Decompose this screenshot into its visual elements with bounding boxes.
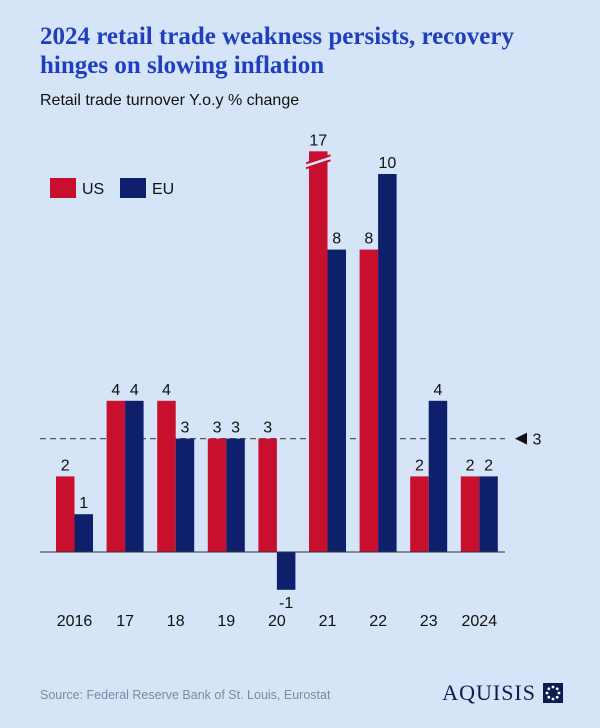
bar-us-17: [106, 400, 126, 552]
x-tick-label-19: 19: [217, 613, 235, 630]
data-label-eu-20: -1: [279, 595, 293, 612]
bar-us-19: [207, 438, 227, 552]
legend-swatch-us: [50, 178, 76, 198]
data-label-eu-2016: 1: [79, 495, 88, 512]
x-tick-label-22: 22: [369, 613, 387, 630]
source-note: Source: Federal Reserve Bank of St. Loui…: [40, 688, 331, 702]
legend-swatch-eu: [120, 178, 146, 198]
data-label-us-22: 8: [364, 231, 373, 248]
bar-eu-20: [276, 552, 296, 590]
x-tick-label-18: 18: [167, 613, 185, 630]
data-label-us-19: 3: [213, 420, 222, 437]
bar-us-22: [359, 249, 379, 552]
data-label-eu-18: 3: [180, 420, 189, 437]
data-label-eu-19: 3: [231, 420, 240, 437]
x-tick-label-23: 23: [420, 613, 438, 630]
bar-eu-21: [327, 249, 346, 552]
brand-name: AQUISIS: [442, 680, 536, 705]
data-label-us-2016: 2: [61, 457, 70, 474]
bar-us-2016: [56, 476, 75, 552]
bar-eu-18: [175, 438, 195, 552]
bar-eu-19: [226, 438, 245, 552]
legend-label-eu: EU: [152, 181, 174, 198]
data-label-eu-22: 10: [378, 155, 396, 172]
bar-eu-2016: [74, 514, 93, 552]
bar-break-mark: [305, 159, 331, 170]
x-tick-label-17: 17: [116, 613, 134, 630]
bar-us-21: [309, 151, 328, 552]
bar-eu-17: [125, 400, 144, 552]
bar-us-23: [410, 476, 429, 552]
bar-us-18: [157, 400, 176, 552]
bar-eu-22: [378, 174, 397, 552]
data-label-eu-21: 8: [332, 231, 341, 248]
x-tick-label-2016: 2016: [57, 613, 93, 630]
bar-break-gap: [305, 156, 331, 168]
data-label-us-2024: 2: [466, 457, 475, 474]
reference-label: 3: [533, 432, 542, 449]
data-label-us-23: 2: [415, 457, 424, 474]
data-label-us-18: 4: [162, 382, 171, 399]
bar-eu-2024: [479, 476, 498, 552]
bar-us-2024: [460, 476, 480, 552]
data-label-us-21: 17: [309, 132, 327, 149]
data-label-eu-2024: 2: [484, 457, 493, 474]
data-label-us-17: 4: [111, 382, 120, 399]
x-tick-label-20: 20: [268, 613, 286, 630]
legend-label-us: US: [82, 181, 104, 198]
x-tick-label-21: 21: [319, 613, 337, 630]
bar-eu-23: [428, 400, 448, 552]
brand-mark-icon: [543, 683, 563, 703]
reference-arrow-icon: [515, 432, 527, 445]
x-tick-label-2024: 2024: [462, 613, 498, 630]
bar-break-mark: [305, 154, 331, 165]
bar-us-20: [258, 438, 277, 552]
data-label-us-20: 3: [263, 420, 272, 437]
chart-title: 2024 retail trade weakness persists, rec…: [40, 23, 514, 79]
data-label-eu-17: 4: [130, 382, 139, 399]
chart-subtitle: Retail trade turnover Y.o.y % change: [40, 92, 300, 109]
data-label-eu-23: 4: [433, 382, 442, 399]
brand-logo: AQUISIS: [442, 680, 564, 706]
